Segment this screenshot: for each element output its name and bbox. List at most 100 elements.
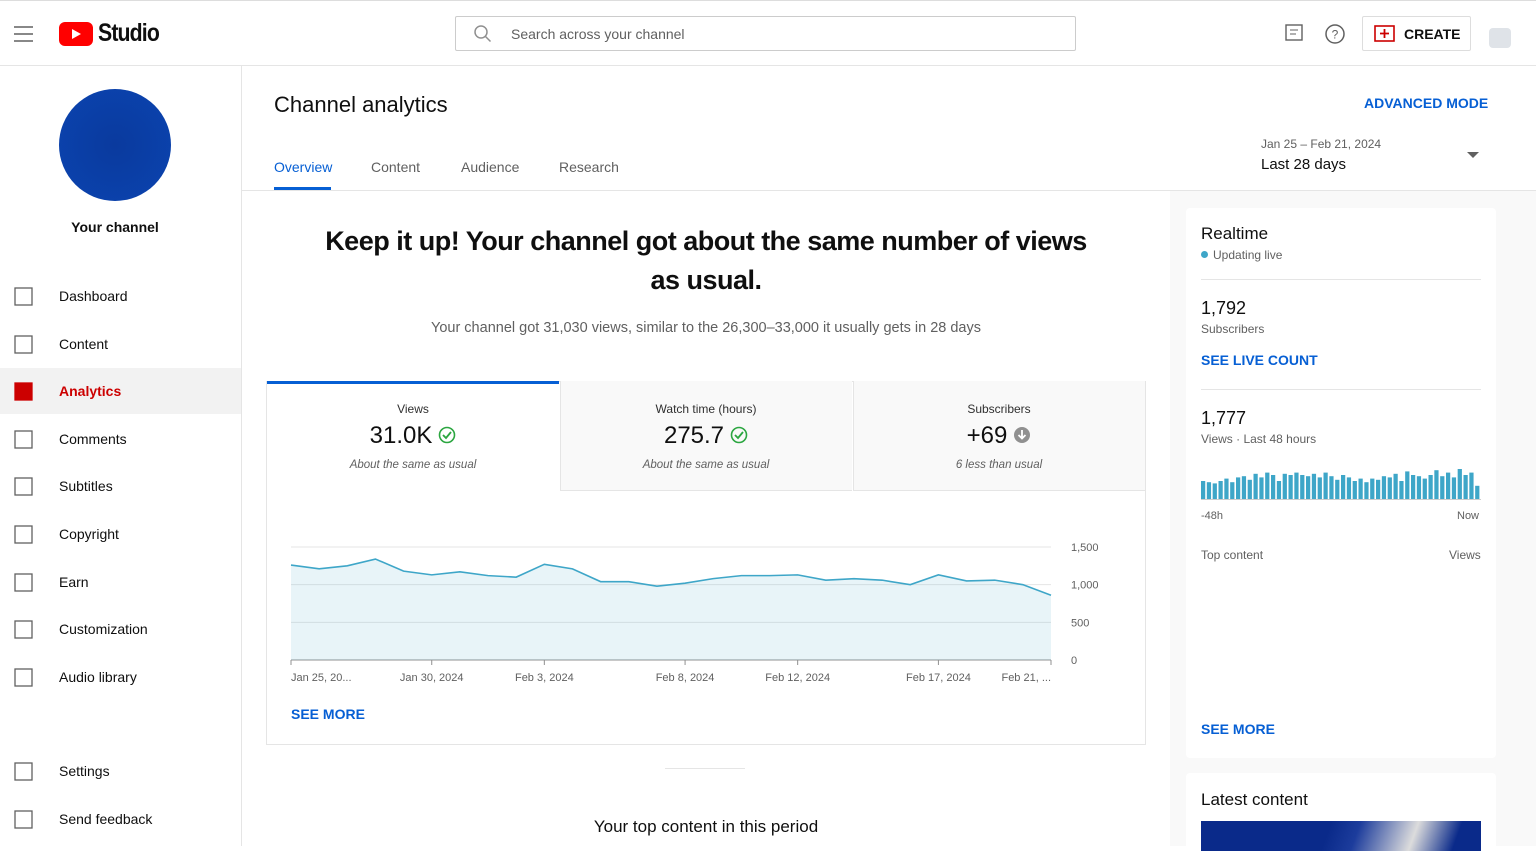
bar [1434, 470, 1439, 499]
dropdown-arrow[interactable] [1466, 151, 1480, 159]
nav-icon [14, 620, 33, 639]
bar [1294, 472, 1299, 499]
logo-text[interactable]: Studio [98, 19, 160, 47]
nav-icon [14, 430, 33, 449]
bar [1206, 482, 1212, 499]
icon-shape [14, 762, 33, 781]
menu-icon[interactable] [14, 26, 34, 42]
create-button[interactable] [1362, 16, 1471, 51]
icon-shape [14, 620, 33, 639]
live-count-link[interactable]: SEE LIVE COUNT [1201, 352, 1318, 368]
metric-value: 31.0K [267, 422, 559, 450]
metric-note: About the same as usual [642, 459, 770, 471]
bar [1311, 473, 1317, 499]
subscribers-count: 1,792 [1201, 298, 1247, 318]
x-tick-label: Feb 12, 2024 [765, 672, 830, 684]
metric-label: Watch time (hours) [655, 402, 757, 416]
bar [1469, 472, 1474, 499]
summary-text: Your channel got 31,030 views, similar t… [430, 320, 982, 336]
tab[interactable]: Research [559, 159, 619, 175]
bar [1422, 478, 1427, 499]
y-tick-label: 500 [1071, 617, 1089, 629]
bar [1428, 475, 1433, 499]
bar [1475, 485, 1480, 499]
bar [1451, 477, 1457, 499]
channel-name: Your channel [71, 219, 159, 235]
bar [1411, 475, 1416, 499]
icon-glyph [734, 431, 744, 440]
tabs-divider [242, 190, 1536, 191]
svg-text:?: ? [1332, 28, 1339, 42]
nav-item[interactable]: Copyright [59, 526, 119, 542]
create-label[interactable]: CREATE [1404, 26, 1461, 42]
channel-avatar[interactable] [59, 89, 171, 201]
divider [1201, 389, 1481, 390]
metric-card[interactable] [267, 381, 559, 491]
check-icon [439, 426, 456, 444]
icon-circle [730, 426, 748, 444]
views-label: Views · Last 48 hours [1201, 432, 1317, 446]
nav-item[interactable]: Dashboard [59, 288, 128, 304]
headline: Keep it up! Your channel got about the s… [325, 226, 1087, 295]
nav-item[interactable]: Content [59, 335, 109, 352]
nav-item[interactable]: Send feedback [59, 811, 153, 827]
x-tick-label: Feb 17, 2024 [906, 672, 971, 684]
bar [1352, 481, 1357, 499]
bar [1335, 479, 1340, 499]
account-avatar[interactable] [1489, 28, 1511, 48]
bar [1399, 481, 1404, 499]
page-title: Channel analytics [274, 92, 448, 117]
y-tick-label: 1,500 [1071, 542, 1099, 554]
tab[interactable]: Audience [461, 159, 520, 175]
x-tick-label: Feb 3, 2024 [515, 672, 574, 684]
icon-shape [14, 572, 33, 592]
metric-note: 6 less than usual [955, 459, 1043, 471]
nav-icon [14, 382, 33, 401]
realtime-title: Realtime [1201, 224, 1269, 243]
latest-thumbnail[interactable] [1201, 821, 1481, 851]
tab[interactable]: Overview [274, 159, 333, 175]
date-range: Jan 25 – Feb 21, 2024 [1261, 137, 1382, 151]
divider [1201, 279, 1481, 280]
nav-item[interactable]: Settings [59, 763, 110, 779]
bar [1405, 471, 1410, 499]
nav-item[interactable]: Subtitles [59, 478, 113, 495]
bar [1446, 472, 1451, 499]
views-count: 1,777 [1201, 408, 1247, 428]
metric-note: About the same as usual [349, 459, 477, 471]
icon-shape [14, 287, 33, 306]
feedback-icon[interactable] [1285, 24, 1305, 44]
top-views-label: Views [1449, 548, 1481, 562]
bar [1230, 482, 1235, 499]
bar [1306, 476, 1311, 499]
metric-label: Subscribers [967, 402, 1031, 416]
search-box[interactable] [455, 16, 1076, 51]
tab[interactable]: Content [371, 159, 421, 175]
advanced-mode[interactable]: ADVANCED MODE [1364, 95, 1489, 111]
metric-card[interactable] [853, 381, 1145, 491]
nav-item[interactable]: Earn [59, 573, 89, 590]
bar [1463, 475, 1468, 499]
search-placeholder: Search across your channel [511, 26, 685, 42]
bar [1218, 481, 1223, 499]
nav-icon [14, 525, 33, 544]
top-content-label: Top content [1201, 548, 1264, 562]
nav-item[interactable]: Audio library [59, 668, 137, 685]
nav-item[interactable]: Comments [59, 430, 127, 447]
help-icon[interactable]: ? [1324, 23, 1346, 45]
period[interactable]: Last 28 days [1261, 156, 1347, 173]
bar [1329, 476, 1334, 499]
bar [1376, 479, 1381, 499]
search-icon [474, 25, 492, 43]
metric-value: +69 [853, 422, 1145, 450]
nav-item[interactable]: Analytics [59, 383, 122, 400]
bar [1253, 473, 1258, 499]
nav-item[interactable]: Customization [59, 621, 148, 638]
metric-value-text: 31.0K [369, 422, 433, 449]
realtime-see-more[interactable]: SEE MORE [1201, 721, 1275, 737]
see-more[interactable]: SEE MORE [291, 706, 365, 722]
metric-value: 275.7 [560, 422, 852, 450]
metric-card[interactable] [560, 381, 852, 491]
bar [1381, 476, 1387, 499]
separator [665, 768, 745, 769]
